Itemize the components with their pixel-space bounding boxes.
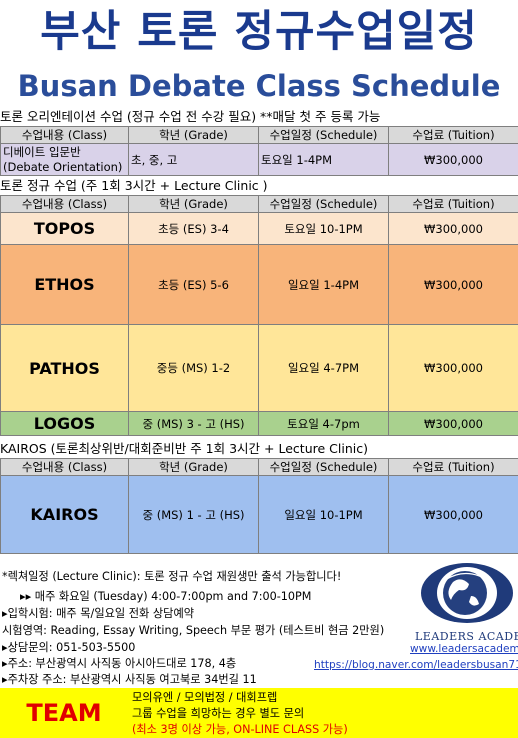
tuition-kairos: ₩300,000 — [388, 475, 518, 554]
grade-topos: 초등 (ES) 3-4 — [128, 212, 259, 245]
address-info: ▸주소: 부산광역시 사직동 아시아드대로 178, 4층 — [2, 657, 237, 670]
lecture-clinic-note: *렉쳐일정 (Lecture Clinic): 토론 정규 수업 재원생만 출석… — [2, 570, 342, 583]
orientation-grade: 초, 중, 고 — [128, 143, 259, 176]
team-minimum-note: (최소 3명 이상 가능, ON-LINE CLASS 가능) — [132, 723, 348, 736]
class-name-topos: TOPOS — [0, 212, 129, 245]
orientation-class-name: 디베이트 입문반 — [3, 144, 81, 159]
table-row-ethos: ETHOS 초등 (ES) 5-6 일요일 1-4PM ₩300,000 — [0, 244, 518, 325]
table-row-logos: LOGOS 중 (MS) 3 - 고 (HS) 토요일 4-7pm ₩300,0… — [0, 411, 518, 436]
tuition-ethos: ₩300,000 — [388, 244, 518, 325]
orientation-class-subtitle: (Debate Orientation) — [3, 159, 123, 174]
academy-logo-text: LEADERS ACADEMY — [415, 630, 518, 643]
class-name-pathos: PATHOS — [0, 324, 129, 412]
regular-heading: 토론 정규 수업 (주 1회 3시간 + Lecture Clinic ) — [0, 178, 268, 193]
tuition-pathos: ₩300,000 — [388, 324, 518, 412]
page-title-korean: 부산 토론 정규수업일정 — [40, 7, 478, 57]
page-title-english: Busan Debate Class Schedule — [17, 69, 501, 103]
header-tuition: 수업료 (Tuition) — [388, 195, 518, 213]
website-link[interactable]: www.leadersacademy.com — [410, 643, 518, 655]
grade-kairos: 중 (MS) 1 - 고 (HS) — [128, 475, 259, 554]
globe-logo-icon — [421, 563, 513, 623]
orientation-schedule: 토요일 1-4PM — [258, 143, 389, 176]
tuition-topos: ₩300,000 — [388, 212, 518, 245]
schedule-kairos: 일요일 10-1PM — [258, 475, 389, 554]
schedule-topos: 토요일 10-1PM — [258, 212, 389, 245]
table-row-kairos: KAIROS 중 (MS) 1 - 고 (HS) 일요일 10-1PM ₩300… — [0, 475, 518, 554]
header-tuition: 수업료 (Tuition) — [388, 126, 518, 144]
orientation-class-cell: 디베이트 입문반 (Debate Orientation) — [0, 143, 129, 176]
header-grade: 학년 (Grade) — [128, 458, 259, 476]
orientation-heading: 토론 오리엔테이션 수업 (정규 수업 전 수강 필요) **매달 첫 주 등록… — [0, 109, 381, 124]
header-schedule: 수업일정 (Schedule) — [258, 195, 389, 213]
entrance-exam-info: ▸입학시험: 매주 목/일요일 전화 상담예약 — [2, 607, 195, 620]
regular-table: 수업내용 (Class) 학년 (Grade) 수업일정 (Schedule) … — [0, 195, 518, 436]
grade-pathos: 중등 (MS) 1-2 — [128, 324, 259, 412]
team-group-inquiry: 그룹 수업을 희망하는 경우 별도 문의 — [132, 707, 305, 720]
header-schedule: 수업일정 (Schedule) — [258, 126, 389, 144]
class-name-ethos: ETHOS — [0, 244, 129, 325]
tuition-logos: ₩300,000 — [388, 411, 518, 436]
grade-ethos: 초등 (ES) 5-6 — [128, 244, 259, 325]
orientation-tuition: ₩300,000 — [388, 143, 518, 176]
header-grade: 학년 (Grade) — [128, 195, 259, 213]
header-grade: 학년 (Grade) — [128, 126, 259, 144]
orientation-table: 수업내용 (Class) 학년 (Grade) 수업일정 (Schedule) … — [0, 126, 518, 176]
grade-logos: 중 (MS) 3 - 고 (HS) — [128, 411, 259, 436]
header-class: 수업내용 (Class) — [0, 126, 129, 144]
team-programs: 모의유엔 / 모의법정 / 대회프렙 — [132, 691, 278, 704]
header-class: 수업내용 (Class) — [0, 458, 129, 476]
kairos-table: 수업내용 (Class) 학년 (Grade) 수업일정 (Schedule) … — [0, 458, 518, 554]
kairos-heading: KAIROS (토론최상위반/대회준비반 주 1회 3시간 + Lecture … — [0, 441, 368, 456]
phone-info: ▸상담문의: 051-503-5500 — [2, 641, 136, 654]
table-row-topos: TOPOS 초등 (ES) 3-4 토요일 10-1PM ₩300,000 — [0, 212, 518, 245]
tuesday-schedule: ▸▸ 매주 화요일 (Tuesday) 4:00-7:00pm and 7:00… — [20, 590, 312, 603]
header-schedule: 수업일정 (Schedule) — [258, 458, 389, 476]
schedule-ethos: 일요일 1-4PM — [258, 244, 389, 325]
test-areas-info: 시험영역: Reading, Essay Writing, Speech 부문 … — [2, 624, 385, 637]
header-class: 수업내용 (Class) — [0, 195, 129, 213]
schedule-pathos: 일요일 4-7PM — [258, 324, 389, 412]
parking-info: ▸주차장 주소: 부산광역시 사직동 여고북로 34번길 11 — [2, 673, 257, 686]
academy-logo: LEADERS ACADEMY — [415, 560, 518, 644]
header-tuition: 수업료 (Tuition) — [388, 458, 518, 476]
blog-link[interactable]: https://blog.naver.com/leadersbusan712 — [314, 659, 518, 671]
table-row-pathos: PATHOS 중등 (MS) 1-2 일요일 4-7PM ₩300,000 — [0, 324, 518, 412]
class-name-kairos: KAIROS — [0, 475, 129, 554]
team-footer — [0, 688, 518, 738]
team-label: TEAM — [26, 699, 102, 727]
schedule-logos: 토요일 4-7pm — [258, 411, 389, 436]
orientation-row: 디베이트 입문반 (Debate Orientation) 초, 중, 고 토요… — [0, 143, 518, 176]
class-name-logos: LOGOS — [0, 411, 129, 436]
